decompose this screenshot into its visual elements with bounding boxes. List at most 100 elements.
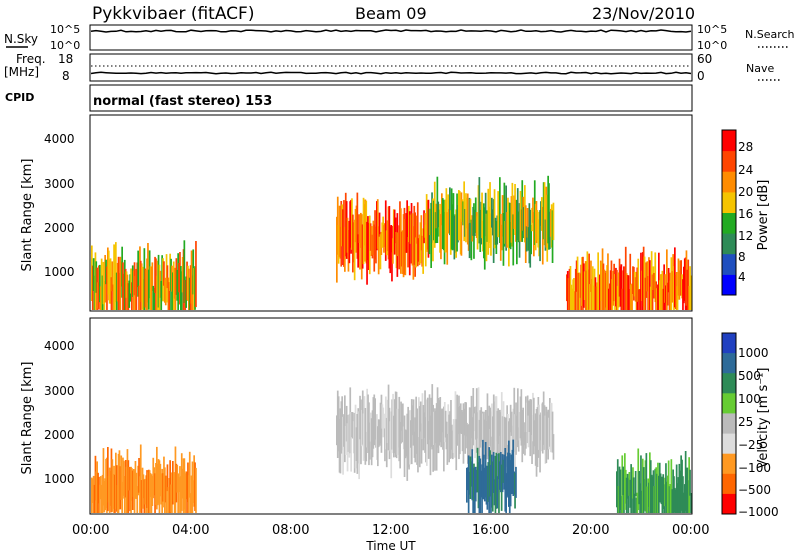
heatmap-cell — [668, 272, 671, 310]
heatmap-cell — [522, 407, 524, 454]
heatmap-cell — [658, 475, 660, 513]
beam-label: Beam 09 — [355, 4, 427, 23]
colorbar-swatch — [722, 171, 736, 193]
heatmap-cell — [352, 412, 354, 439]
heatmap-cell — [395, 232, 398, 269]
heatmap-cell — [550, 204, 553, 248]
heatmap-cell — [505, 185, 507, 251]
heatmap-cell — [391, 399, 393, 450]
heatmap-cell — [361, 409, 363, 447]
heatmap-cell — [397, 232, 400, 257]
heatmap-cell — [500, 464, 503, 511]
power-cb-tick: 28 — [738, 140, 753, 154]
heatmap-cell — [426, 399, 428, 466]
heatmap-cell — [119, 466, 122, 510]
heatmap-cell — [352, 222, 355, 263]
heatmap-cell — [651, 274, 654, 310]
heatmap-cell — [499, 461, 501, 490]
heatmap-cell — [502, 213, 505, 266]
heatmap-cell — [406, 413, 409, 481]
heatmap-cell — [673, 266, 675, 310]
heatmap-cell — [170, 484, 172, 513]
heatmap-cell — [391, 225, 393, 282]
heatmap-cell — [465, 193, 467, 243]
heatmap-cell — [499, 213, 502, 261]
power-cb-tick: 4 — [738, 270, 746, 284]
heatmap-cell — [464, 402, 467, 454]
velocity-colorbar — [721, 332, 737, 515]
heatmap-cell — [448, 414, 450, 463]
heatmap-cell — [131, 470, 134, 510]
heatmap-cell — [338, 418, 341, 473]
heatmap-cell — [478, 177, 481, 244]
heatmap-cell — [492, 416, 494, 477]
heatmap-cell — [566, 274, 568, 302]
heatmap-cell — [678, 270, 681, 300]
heatmap-cell — [459, 406, 461, 455]
heatmap-cell — [551, 210, 554, 263]
heatmap-cell — [469, 456, 472, 499]
heatmap-cell — [385, 417, 388, 468]
heatmap-cell — [418, 397, 420, 438]
heatmap-cell — [360, 214, 363, 280]
heatmap-cell — [480, 407, 483, 442]
heatmap-cell — [596, 282, 599, 310]
velocity-cb-tick: −100 — [738, 461, 771, 475]
heatmap-cell — [361, 224, 364, 269]
heatmap-cell — [432, 198, 434, 262]
heatmap-cell — [168, 478, 171, 513]
heatmap-cell — [160, 281, 163, 310]
heatmap-cell — [356, 192, 359, 259]
heatmap-cell — [125, 466, 128, 513]
heatmap-cell — [474, 209, 476, 236]
heatmap-cell — [141, 266, 144, 310]
heatmap-cell — [408, 205, 410, 243]
heatmap-cell — [489, 407, 491, 447]
heatmap-cell — [114, 474, 116, 513]
heatmap-cell — [689, 469, 691, 496]
heatmap-cell — [602, 263, 605, 310]
heatmap-cell — [344, 192, 347, 257]
heatmap-cell — [642, 467, 645, 513]
heatmap-cell — [568, 268, 571, 310]
heatmap-cell — [638, 471, 640, 505]
freq-tick-top: 18 — [58, 52, 73, 66]
heatmap-cell — [441, 193, 443, 226]
heatmap-cell — [452, 193, 455, 250]
heatmap-cell — [518, 412, 521, 441]
heatmap-cell — [480, 201, 482, 245]
heatmap-cell — [445, 421, 448, 450]
heatmap-cell — [171, 472, 173, 513]
heatmap-cell — [669, 280, 672, 310]
heatmap-cell — [500, 392, 503, 458]
heatmap-cell — [624, 469, 627, 504]
heatmap-cell — [142, 474, 145, 499]
heatmap-cell — [357, 234, 359, 268]
heatmap-cell — [494, 455, 497, 513]
heatmap-cell — [107, 447, 109, 512]
heatmap-cell — [91, 477, 93, 513]
heatmap-cell — [490, 213, 492, 256]
power-cb-tick: 24 — [738, 163, 753, 177]
heatmap-cell — [689, 266, 691, 310]
heatmap-cell — [655, 281, 657, 310]
heatmap-cell — [106, 457, 108, 513]
heatmap-cell — [504, 448, 507, 512]
velocity-ylabel: Slant Range [km] — [20, 362, 35, 475]
heatmap-cell — [611, 279, 614, 310]
heatmap-cell — [531, 207, 533, 232]
heatmap-cell — [668, 486, 671, 513]
heatmap-cell — [617, 272, 620, 308]
heatmap-cell — [359, 395, 361, 440]
heatmap-cell — [479, 209, 482, 252]
heatmap-cell — [157, 254, 160, 308]
xtick: 20:00 — [572, 523, 609, 538]
heatmap-cell — [664, 477, 666, 507]
nsearch-label: N.Search — [745, 28, 795, 41]
velocity-frame — [89, 317, 693, 515]
heatmap-cell — [450, 400, 452, 459]
heatmap-cell — [463, 408, 466, 436]
colorbar-swatch — [722, 150, 736, 172]
cpid-panel: CPID normal (fast stereo) 153 — [5, 84, 693, 112]
